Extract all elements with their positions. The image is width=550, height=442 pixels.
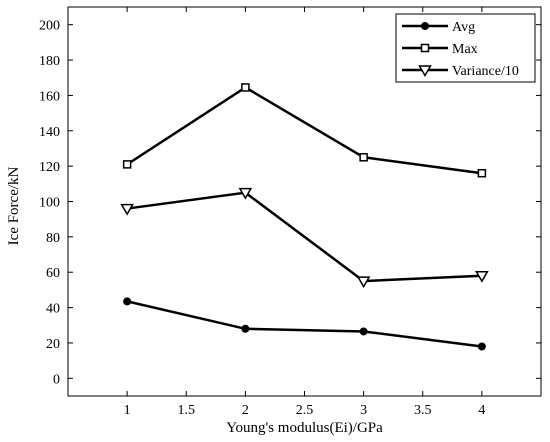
x-tick-label: 1.5 <box>178 403 196 418</box>
legend-marker-avg <box>421 22 429 30</box>
series-line-variance-10 <box>126 191 482 283</box>
data-point-max <box>241 83 250 92</box>
legend-items: Avg Max Variance/10 <box>402 20 519 79</box>
y-tick-label: 120 <box>39 160 60 175</box>
data-point-variance-10 <box>356 276 371 289</box>
data-point-max <box>477 168 487 178</box>
y-axis-label: Ice Force/kN <box>6 166 22 245</box>
y-tick-label: 200 <box>39 19 60 34</box>
data-point-avg <box>123 297 132 306</box>
x-tick-label: 2 <box>242 403 249 418</box>
y-tick-label: 160 <box>39 89 60 104</box>
legend-label-avg: Avg <box>452 20 475 35</box>
data-point-avg <box>359 327 368 336</box>
legend-marker-variance-10 <box>418 65 432 77</box>
y-tick-label: 180 <box>39 54 60 69</box>
data-point-avg <box>241 324 250 333</box>
legend-label-max: Max <box>452 42 478 57</box>
data-point-variance-10 <box>238 187 253 200</box>
y-tick-label: 60 <box>46 266 60 281</box>
legend-label-variance-10: Variance/10 <box>452 64 519 79</box>
y-tick-label: 40 <box>46 302 60 317</box>
x-axis-label: Young's modulus(Ei)/GPa <box>226 420 383 436</box>
y-tick-label: 80 <box>46 231 60 246</box>
x-tick-label: 1 <box>124 403 131 418</box>
y-tick-label: 0 <box>53 372 60 387</box>
y-tick-label: 100 <box>39 196 60 211</box>
legend-marker-max <box>420 43 430 53</box>
data-point-avg <box>477 342 486 351</box>
legend: Avg Max Variance/10 <box>395 13 536 83</box>
axis-ticks <box>68 7 541 396</box>
series-line-max <box>126 85 483 175</box>
x-tick-label: 3 <box>360 403 367 418</box>
y-tick-label: 140 <box>39 125 60 140</box>
y-tick-label: 20 <box>46 337 60 352</box>
series-markers <box>120 83 489 351</box>
x-tick-label: 2.5 <box>296 403 314 418</box>
data-point-variance-10 <box>120 203 134 216</box>
data-point-variance-10 <box>475 271 489 283</box>
series-line-avg <box>126 300 483 348</box>
data-point-max <box>122 160 132 169</box>
x-tick-label: 3.5 <box>414 403 432 418</box>
data-point-max <box>359 153 368 162</box>
series-lines <box>126 85 483 348</box>
x-tick-label: 4 <box>478 403 485 418</box>
